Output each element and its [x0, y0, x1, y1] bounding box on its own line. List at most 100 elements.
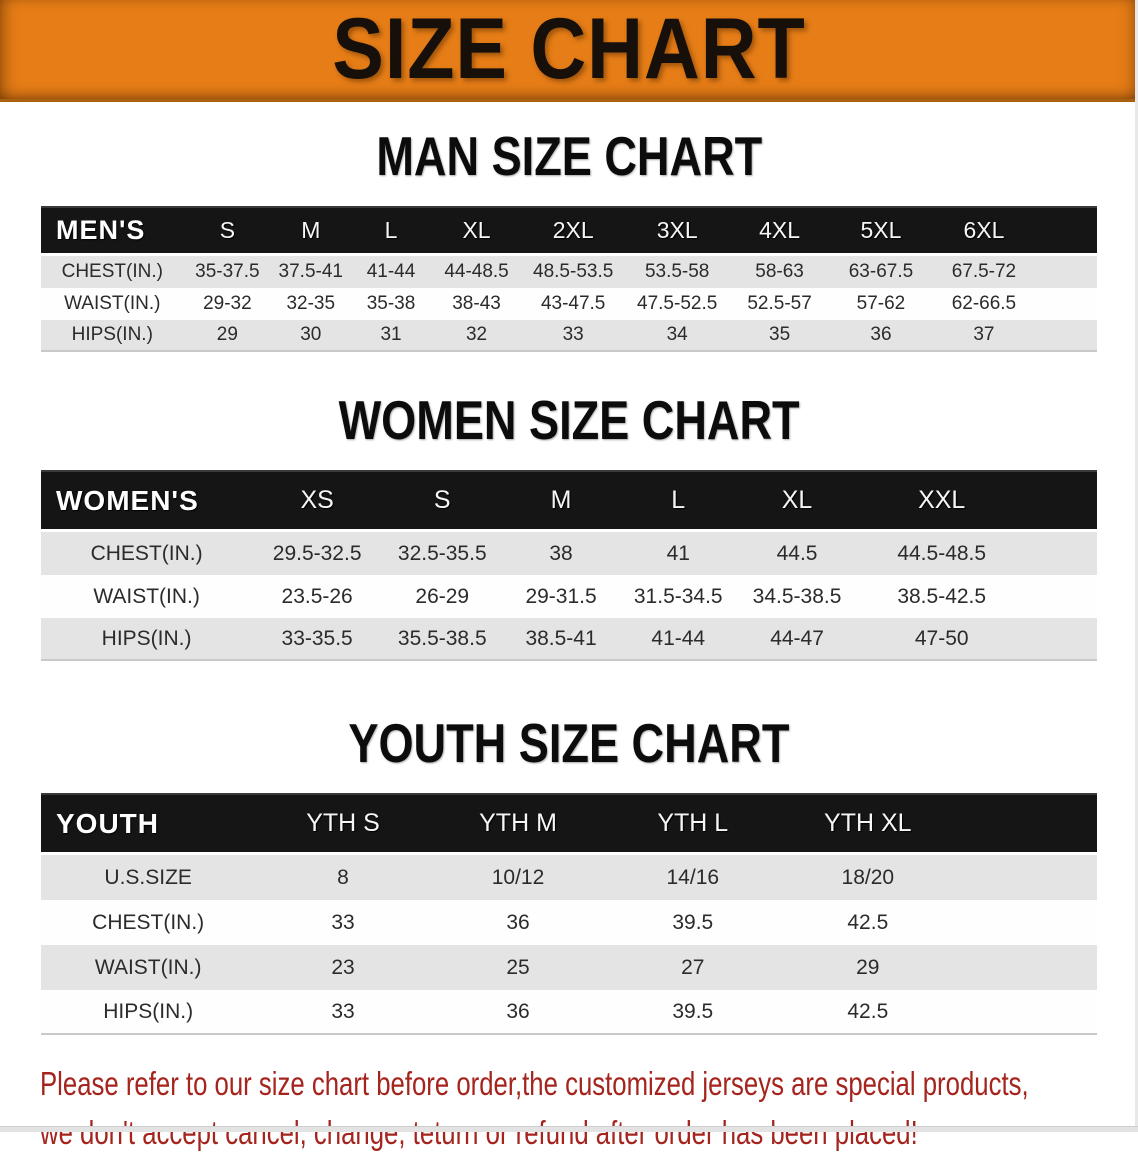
size-cell: 32.5-35.5	[382, 532, 503, 575]
womens-header-label: WOMEN'S	[41, 470, 253, 532]
column-header: L	[619, 470, 737, 532]
spacer-cell	[955, 793, 1097, 855]
size-cell: 8	[255, 855, 431, 900]
table-row: CHEST(IN.) 33 36 39.5 42.5	[41, 900, 1097, 945]
column-header: XL	[736, 470, 858, 532]
size-cell: 37.5-41	[271, 256, 351, 288]
column-header: XS	[252, 470, 383, 532]
size-cell: 42.5	[780, 990, 956, 1035]
size-cell: 67.5-72	[932, 256, 1036, 288]
size-cell: 47.5-52.5	[624, 288, 730, 320]
disclaimer-line-1: Please refer to our size chart before or…	[40, 1065, 1029, 1102]
column-header: 5XL	[829, 206, 933, 256]
womens-size-table: WOMEN'S XS S M L XL XXL CHEST(IN.) 29.5-…	[41, 470, 1097, 661]
row-label: WAIST(IN.)	[41, 945, 256, 990]
size-cell: 36	[829, 320, 933, 352]
column-header: 6XL	[932, 206, 1036, 256]
row-label: U.S.SIZE	[41, 855, 256, 900]
size-cell: 23.5-26	[252, 575, 383, 618]
size-cell: 33	[255, 990, 431, 1035]
table-row: WAIST(IN.) 29-32 32-35 35-38 38-43 43-47…	[41, 288, 1097, 320]
column-header: XL	[431, 206, 522, 256]
size-cell: 36	[430, 990, 606, 1035]
man-section-title: MAN SIZE CHART	[0, 124, 1138, 188]
size-cell: 41-44	[619, 618, 737, 661]
size-cell: 31.5-34.5	[619, 575, 737, 618]
size-cell: 38.5-41	[502, 618, 620, 661]
spacer-cell	[955, 945, 1097, 990]
size-cell: 35-38	[350, 288, 432, 320]
size-cell: 34	[624, 320, 730, 352]
banner: SIZE CHART	[0, 0, 1138, 102]
size-cell: 34.5-38.5	[736, 575, 858, 618]
size-cell: 32-35	[271, 288, 351, 320]
size-cell: 26-29	[382, 575, 503, 618]
spacer-cell	[955, 990, 1097, 1035]
mens-header-row: MEN'S S M L XL 2XL 3XL 4XL 5XL 6XL	[41, 206, 1097, 256]
man-section-title-text: MAN SIZE CHART	[376, 125, 762, 187]
size-cell: 37	[932, 320, 1036, 352]
size-cell: 44.5-48.5	[857, 532, 1027, 575]
spacer-cell	[955, 855, 1097, 900]
size-cell: 44-47	[736, 618, 858, 661]
table-row: U.S.SIZE 8 10/12 14/16 18/20	[41, 855, 1097, 900]
column-header: 2XL	[521, 206, 625, 256]
size-cell: 14/16	[605, 855, 781, 900]
spacer-cell	[1026, 575, 1097, 618]
size-cell: 32	[431, 320, 522, 352]
size-cell: 58-63	[729, 256, 830, 288]
spacer-cell	[1035, 288, 1097, 320]
column-header: XXL	[857, 470, 1027, 532]
table-row: WAIST(IN.) 23.5-26 26-29 29-31.5 31.5-34…	[41, 575, 1097, 618]
column-header: 4XL	[729, 206, 830, 256]
row-label: CHEST(IN.)	[41, 532, 253, 575]
size-cell: 52.5-57	[729, 288, 830, 320]
spacer-cell	[1026, 470, 1097, 532]
size-cell: 43-47.5	[521, 288, 625, 320]
size-cell: 36	[430, 900, 606, 945]
size-cell: 27	[605, 945, 781, 990]
disclaimer-line-2: we don't accept cancel, change, teturn o…	[40, 1114, 918, 1151]
size-cell: 29	[183, 320, 272, 352]
table-row: CHEST(IN.) 35-37.5 37.5-41 41-44 44-48.5…	[41, 256, 1097, 288]
page-right-edge	[1135, 0, 1138, 1132]
size-cell: 29.5-32.5	[252, 532, 383, 575]
size-cell: 48.5-53.5	[521, 256, 625, 288]
size-cell: 18/20	[780, 855, 956, 900]
disclaimer: Please refer to our size chart before or…	[40, 1059, 1138, 1157]
page-bottom-edge	[0, 1126, 1138, 1132]
table-row: HIPS(IN.) 33 36 39.5 42.5	[41, 990, 1097, 1035]
size-cell: 39.5	[605, 900, 781, 945]
column-header: L	[350, 206, 432, 256]
youth-size-table: YOUTH YTH S YTH M YTH L YTH XL U.S.SIZE …	[41, 793, 1097, 1035]
youth-header-label: YOUTH	[41, 793, 256, 855]
spacer-cell	[955, 900, 1097, 945]
row-label: HIPS(IN.)	[41, 990, 256, 1035]
column-header: S	[382, 470, 503, 532]
womens-header-row: WOMEN'S XS S M L XL XXL	[41, 470, 1097, 532]
page-title: SIZE CHART	[332, 1, 806, 97]
size-cell: 57-62	[829, 288, 933, 320]
size-cell: 47-50	[857, 618, 1027, 661]
table-row: HIPS(IN.) 33-35.5 35.5-38.5 38.5-41 41-4…	[41, 618, 1097, 661]
size-cell: 35.5-38.5	[382, 618, 503, 661]
women-section-title-text: WOMEN SIZE CHART	[338, 389, 800, 451]
spacer-cell	[1035, 206, 1097, 256]
spacer-cell	[1026, 618, 1097, 661]
size-cell: 35	[729, 320, 830, 352]
size-cell: 41	[619, 532, 737, 575]
column-header: YTH L	[605, 793, 781, 855]
column-header: M	[502, 470, 620, 532]
column-header: 3XL	[624, 206, 730, 256]
size-cell: 33	[255, 900, 431, 945]
table-row: WAIST(IN.) 23 25 27 29	[41, 945, 1097, 990]
column-header: S	[183, 206, 272, 256]
size-cell: 42.5	[780, 900, 956, 945]
mens-header-label: MEN'S	[41, 206, 184, 256]
size-cell: 33-35.5	[252, 618, 383, 661]
size-cell: 30	[271, 320, 351, 352]
size-cell: 53.5-58	[624, 256, 730, 288]
column-header: M	[271, 206, 351, 256]
row-label: CHEST(IN.)	[41, 256, 184, 288]
